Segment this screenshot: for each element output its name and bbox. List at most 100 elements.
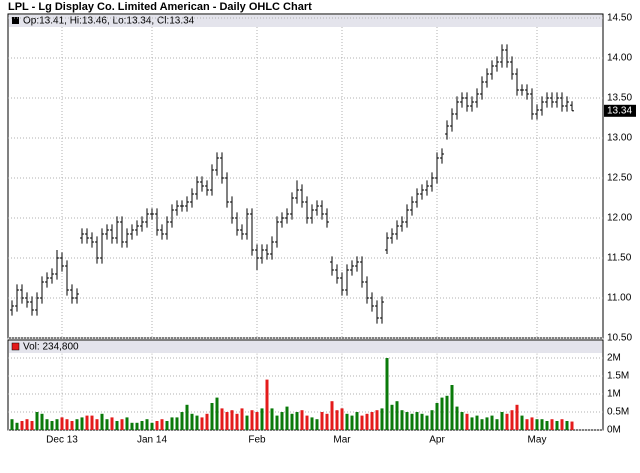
volume-bar	[540, 419, 544, 430]
volume-bar	[85, 415, 89, 430]
volume-bar	[200, 417, 204, 430]
volume-bar	[55, 419, 59, 430]
volume-bar	[205, 413, 209, 430]
volume-bar	[395, 401, 399, 430]
volume-bar	[500, 412, 504, 430]
volume-bar	[140, 421, 144, 430]
volume-bar	[350, 415, 354, 430]
volume-bar	[30, 421, 34, 430]
volume-bar	[490, 415, 494, 430]
volume-bar	[355, 412, 359, 430]
y-tick-label: 12.00	[607, 213, 632, 224]
volume-bar	[495, 419, 499, 430]
volume-bar	[390, 404, 394, 430]
legend-text: Op:13.41, Hi:13.46, Lo:13.34, Cl:13.34	[23, 16, 195, 27]
volume-bar	[280, 412, 284, 430]
volume-bar	[115, 421, 119, 430]
volume-bar	[175, 417, 179, 430]
volume-bar	[320, 412, 324, 430]
volume-bar	[70, 421, 74, 430]
volume-bar	[405, 412, 409, 430]
volume-bar	[360, 415, 364, 430]
volume-bar	[420, 413, 424, 430]
x-tick-label: Mar	[333, 435, 351, 446]
volume-bar	[35, 412, 39, 430]
y-tick-label: 1M	[607, 389, 621, 400]
volume-bar	[125, 417, 129, 430]
volume-bar	[40, 413, 44, 430]
volume-bar	[240, 408, 244, 430]
volume-bar	[340, 408, 344, 430]
volume-bar	[345, 413, 349, 430]
volume-bar	[480, 419, 484, 430]
volume-bar	[245, 415, 249, 430]
legend-swatch	[12, 17, 19, 24]
volume-bar	[485, 417, 489, 430]
volume-bar	[255, 412, 259, 430]
y-tick-label: 13.00	[607, 133, 632, 144]
y-tick-label: 14.50	[607, 13, 632, 24]
volume-bar	[520, 415, 524, 430]
x-tick-label: Jan 14	[137, 435, 167, 446]
volume-bar	[250, 410, 254, 430]
y-tick-label: 14.00	[607, 53, 632, 64]
y-tick-label: 2M	[607, 353, 621, 364]
volume-bar	[275, 415, 279, 430]
volume-bar	[190, 413, 194, 430]
volume-bar	[135, 422, 139, 430]
volume-bar	[155, 421, 159, 430]
volume-bar	[220, 408, 224, 430]
volume-bar	[470, 417, 474, 430]
volume-bar	[525, 419, 529, 430]
volume-bar	[550, 419, 554, 430]
volume-bar	[165, 421, 169, 430]
y-tick-label: 11.00	[607, 293, 632, 304]
volume-bar	[375, 410, 379, 430]
volume-bar	[285, 406, 289, 430]
volume-bar	[195, 415, 199, 430]
volume-bar	[120, 419, 124, 430]
volume-bar	[380, 408, 384, 430]
volume-bar	[335, 410, 339, 430]
volume-bar	[460, 412, 464, 430]
volume-bar	[555, 421, 559, 430]
legend-bar	[9, 341, 602, 353]
volume-bar	[570, 421, 574, 430]
last-price-box	[604, 104, 636, 117]
volume-bar	[150, 422, 154, 430]
volume-bar	[430, 410, 434, 430]
volume-bar	[385, 358, 389, 430]
volume-bar	[45, 419, 49, 430]
volume-bar	[530, 417, 534, 430]
volume-bar	[225, 412, 229, 430]
last-price-label: 13.34	[607, 105, 632, 116]
volume-bar	[160, 419, 164, 430]
volume-bar	[230, 410, 234, 430]
volume-bar	[510, 410, 514, 430]
volume-bar	[10, 419, 14, 430]
volume-bar	[425, 415, 429, 430]
y-tick-label: 0.5M	[607, 407, 629, 418]
volume-bar	[445, 395, 449, 430]
volume-bar	[75, 419, 79, 430]
volume-bar	[100, 413, 104, 430]
volume-bar	[545, 421, 549, 430]
volume-bar	[560, 419, 564, 430]
volume-bar	[130, 422, 134, 430]
volume-bar	[475, 415, 479, 430]
volume-bar	[105, 419, 109, 430]
volume-bar	[315, 419, 319, 430]
volume-bar	[295, 412, 299, 430]
volume-bar	[535, 419, 539, 430]
volume-bar	[65, 419, 69, 430]
volume-bar	[270, 408, 274, 430]
volume-bar	[90, 415, 94, 430]
volume-bar	[365, 413, 369, 430]
volume-bar	[260, 408, 264, 430]
volume-bar	[215, 397, 219, 430]
y-tick-label: 11.50	[607, 253, 632, 264]
volume-bar	[60, 417, 64, 430]
volume-bar	[330, 401, 334, 430]
y-tick-label: 13.50	[607, 93, 632, 104]
